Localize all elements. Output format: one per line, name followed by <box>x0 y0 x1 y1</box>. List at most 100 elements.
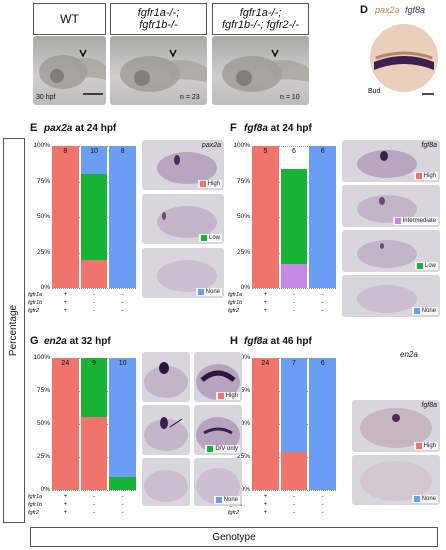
chart-h: 100%75%50%25%0%2476fgfr1a+--fgfr1b+--fgf… <box>228 352 338 522</box>
e-photo-gene-label: pax2a <box>201 142 221 149</box>
genotype-value: - <box>93 300 95 306</box>
genotype-row-label: fgfr1a <box>28 292 43 298</box>
genotype-value: - <box>93 510 95 516</box>
genotype-row-label: fgfr1b <box>28 502 43 508</box>
bar-count-label: 7 <box>292 360 296 367</box>
g-photo-high-side <box>142 352 190 402</box>
bar-count-label: 10 <box>118 360 127 367</box>
panel-letter-f: F <box>230 122 237 134</box>
header-triple-line1: fgfr1a-/-; <box>239 7 282 19</box>
panel-c-n-label: n = 10 <box>280 94 300 101</box>
bar-segment <box>109 358 136 477</box>
h-legend-high: High <box>413 442 438 450</box>
genotype-value: - <box>93 308 95 314</box>
genotype-value: - <box>321 494 324 500</box>
bar-segment <box>252 358 279 490</box>
e-photo-high: pax2a High <box>142 140 224 190</box>
chart-f: 100% 75% 50% 25% 0% 5 6 6 fgfr1a + - - fgfr1b + - - fgfr… <box>228 140 338 320</box>
genotype-row-label: fgfr1a <box>28 494 43 500</box>
bar-segment <box>280 263 308 288</box>
embryo-photo-b <box>110 36 207 105</box>
panel-g-title: en2a at 32 hpf <box>44 336 111 347</box>
y-tick-label: 0% <box>40 486 50 493</box>
genotype-value: + <box>63 494 68 500</box>
genotype-value: - <box>121 292 124 298</box>
y-tick-label: 100% <box>233 142 250 149</box>
panel-letter-h: H <box>230 335 238 347</box>
g-legend-dv: D/V only <box>205 445 240 453</box>
h-legend-none: None <box>411 495 438 503</box>
y-axis-label-box: Percentage <box>3 138 25 523</box>
gridline <box>52 490 136 491</box>
bar-count-label: 5 <box>263 148 268 155</box>
bar-segment <box>252 146 279 288</box>
bar-segment <box>309 358 336 490</box>
genotype-value: + <box>63 308 68 314</box>
genotype-value: - <box>293 292 295 298</box>
genotype-row-label: fgfr1b <box>228 300 243 306</box>
g-photo-dv-dorsal: D/V only <box>194 405 242 455</box>
genotype-value: + <box>263 510 268 516</box>
f-photo-none: None <box>342 275 440 317</box>
genotype-value: - <box>121 308 124 314</box>
panel-letter-d: D <box>360 4 368 16</box>
g-legend-none: None <box>213 496 240 504</box>
y-tick-label: 0% <box>240 486 250 493</box>
genotype-row-label: fgfr1a <box>228 292 243 298</box>
y-tick-label: 0% <box>240 284 250 291</box>
panel-letter-g: G <box>30 335 39 347</box>
bar-count-label: 9 <box>92 360 96 367</box>
gridline <box>252 146 336 147</box>
genotype-row-label: fgfr2 <box>28 510 40 516</box>
genotype-row-label: fgfr2 <box>228 308 240 314</box>
bar-count-label: 6 <box>292 148 296 155</box>
genotype-row-label: fgfr2 <box>228 510 240 516</box>
e-legend-none: None <box>195 288 222 296</box>
e-legend-high: High <box>197 180 222 188</box>
genotype-value: + <box>63 292 68 298</box>
genotype-value: - <box>93 502 95 508</box>
header-wt: WT <box>33 3 106 35</box>
f-photo-low: Low <box>342 230 440 272</box>
bar-count-label: 6 <box>320 148 325 155</box>
genotype-value: - <box>293 510 295 516</box>
chart-g: 100% 75% 50% 25% 0% 24 9 10 fgfr1a + - - fgfr1b + - - fg… <box>28 352 138 522</box>
y-axis-label: Percentage <box>8 304 20 357</box>
bar-segment <box>80 358 108 418</box>
h-photo-high: fgf8a High <box>352 400 440 452</box>
panel-a-stage-label: 30 hpf <box>36 94 56 101</box>
bar-segment <box>80 174 108 260</box>
embryo-c-icon <box>222 49 309 92</box>
y-tick-label: 75% <box>236 387 250 394</box>
g-photo-none-dorsal: None <box>194 458 242 506</box>
bar-segment <box>109 476 136 490</box>
f-photo-intermediate: Intermediate <box>342 185 440 227</box>
bar-segment <box>52 146 79 288</box>
y-tick-label: 50% <box>236 213 250 220</box>
bud-embryo-photo <box>370 24 438 95</box>
panel-h-title: fgf8a at 46 hpf <box>244 336 312 347</box>
genotype-value: - <box>293 502 295 508</box>
genotype-value: + <box>263 494 268 500</box>
panel-d-fgf8a: fgf8a <box>405 5 426 15</box>
y-tick-label: 25% <box>36 453 50 460</box>
bar-count-label: 24 <box>261 360 270 367</box>
h-photo-none: None <box>352 455 440 505</box>
g-photo-gene-label: en2a <box>400 350 418 359</box>
genotype-value: - <box>121 502 124 508</box>
bar-segment <box>109 146 136 288</box>
panel-d-bud-label: Bud <box>368 88 381 95</box>
g-photo-none-side <box>142 458 190 506</box>
genotype-value: + <box>263 292 268 298</box>
f-legend-intermediate: Intermediate <box>392 217 438 225</box>
e-photo-low: Low <box>142 194 224 244</box>
embryo-photo-c <box>212 36 309 105</box>
panel-d-legend: pax2a fgf8a <box>375 5 425 15</box>
bar-segment <box>280 358 308 452</box>
panel-f-title: fgf8a at 24 hpf <box>244 123 312 134</box>
g-legend-high: High <box>215 392 240 400</box>
y-tick-label: 50% <box>36 213 50 220</box>
bar-segment <box>52 358 79 490</box>
bar-segment <box>80 146 108 175</box>
genotype-value: - <box>93 494 95 500</box>
